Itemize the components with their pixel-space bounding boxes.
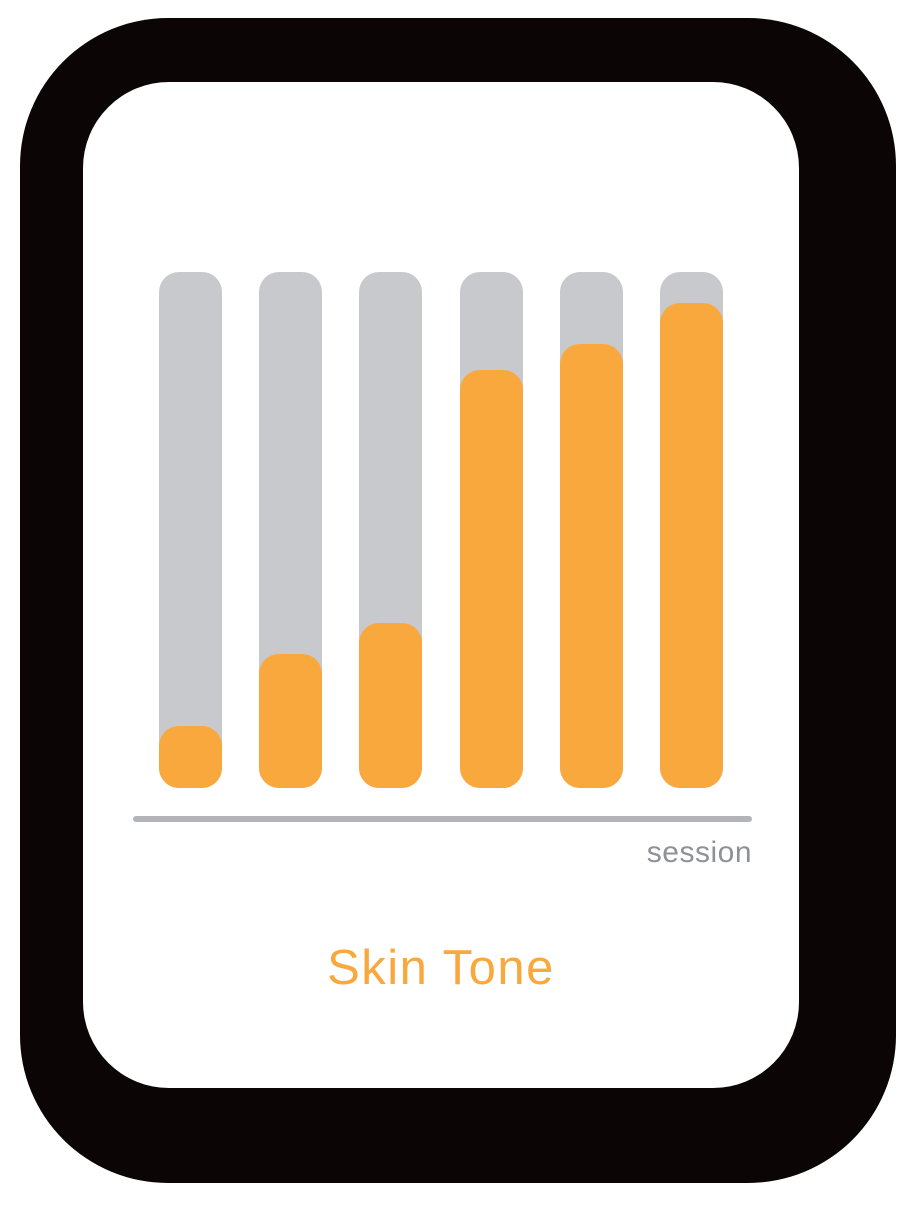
bar-track — [259, 272, 323, 788]
chart-title: Skin Tone — [327, 941, 555, 995]
bar-track — [359, 272, 423, 788]
bar-fill — [259, 654, 323, 788]
bar-fill — [159, 726, 222, 788]
bar-track — [659, 272, 723, 788]
x-axis-line — [133, 816, 752, 822]
bar-track — [159, 272, 222, 788]
bar-track — [559, 272, 623, 788]
bar-fill — [659, 303, 723, 788]
bar-fill — [559, 344, 623, 788]
bar-fill — [359, 623, 423, 788]
bar-chart — [159, 272, 723, 788]
bar-track — [459, 272, 523, 788]
bar-fill — [459, 370, 523, 788]
x-axis-label: session — [646, 836, 752, 869]
